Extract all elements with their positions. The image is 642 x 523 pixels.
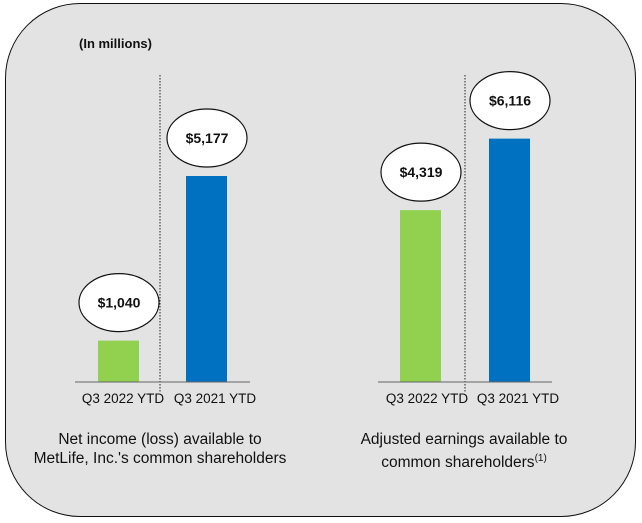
data-label: $4,319 <box>400 164 443 180</box>
data-label: $5,177 <box>186 130 229 146</box>
x-tick-label: Q3 2021 YTD <box>477 391 560 406</box>
data-label-bubble <box>78 273 160 333</box>
unit-note: (In millions) <box>79 36 152 51</box>
data-label: $1,040 <box>98 295 141 311</box>
bar <box>98 340 139 382</box>
chart-title-right: Adjusted earnings available to common sh… <box>334 430 594 472</box>
bar <box>400 210 441 382</box>
data-label-bubble <box>469 71 551 131</box>
bar <box>186 176 227 382</box>
footnote-marker: (1) <box>534 453 547 464</box>
chart-title-left: Net income (loss) available to MetLife, … <box>33 431 287 467</box>
data-label-bubble <box>166 108 248 168</box>
x-tick-label: Q3 2022 YTD <box>82 391 165 406</box>
x-tick-label: Q3 2022 YTD <box>386 391 469 406</box>
data-label: $6,116 <box>489 93 531 109</box>
chart-title-right-text: Adjusted earnings available to common sh… <box>360 431 568 472</box>
data-label-bubble <box>380 142 462 202</box>
bar <box>489 138 530 382</box>
x-tick-label: Q3 2021 YTD <box>174 391 257 406</box>
